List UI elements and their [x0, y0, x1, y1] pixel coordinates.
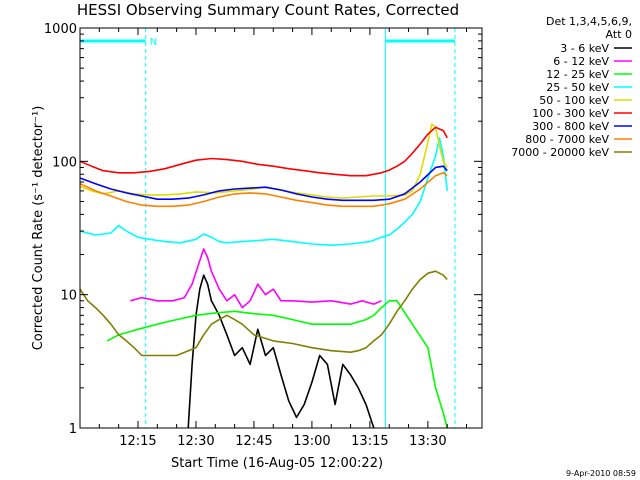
series-line-2	[106, 300, 448, 429]
x-tick-label: 13:00	[293, 434, 330, 449]
x-tick-label: 12:45	[235, 434, 272, 449]
x-tick-label: 13:15	[351, 434, 388, 449]
x-tick-label: 12:30	[177, 434, 214, 449]
series-line-5	[79, 126, 448, 177]
legend-label-5: 100 - 300 keV	[532, 107, 609, 120]
series-layer	[79, 123, 448, 429]
series-line-8	[79, 270, 448, 357]
night-label: N	[150, 37, 157, 48]
legend-header-line-1: Det 1,3,4,5,6,9,	[546, 15, 632, 28]
y-tick-label: 1	[69, 422, 77, 437]
legend-label-2: 12 - 25 keV	[546, 68, 609, 81]
y-axis-label: Corrected Count Rate (s⁻¹ detector⁻¹)	[31, 106, 46, 351]
legend-label-4: 50 - 100 keV	[539, 94, 609, 107]
legend-header-line-2: Att 0	[606, 28, 632, 41]
x-axis-ticks: 12:15 12:30 12:45 13:00 13:15 13:30	[79, 28, 468, 449]
legend-label-8: 7000 - 20000 keV	[511, 146, 609, 159]
series-line-7	[79, 172, 448, 208]
legend-label-7: 800 - 7000 keV	[525, 133, 609, 146]
y-tick-label: 10	[60, 289, 77, 304]
y-tick-label: 1000	[44, 22, 77, 37]
legend-label-3: 25 - 50 keV	[546, 81, 609, 94]
x-tick-label: 12:15	[119, 434, 156, 449]
legend-label-0: 3 - 6 keV	[560, 42, 609, 55]
x-axis-label: Start Time (16-Aug-05 12:00:22)	[171, 456, 383, 471]
chart-title: HESSI Observing Summary Count Rates, Cor…	[77, 1, 459, 19]
y-tick-label: 100	[52, 155, 77, 170]
footer-timestamp: 9-Apr-2010 08:59	[566, 469, 636, 478]
series-line-1	[130, 248, 382, 309]
x-tick-label: 13:30	[409, 434, 446, 449]
series-line-6	[79, 165, 448, 202]
series-line-3	[79, 137, 448, 246]
series-line-4	[79, 123, 448, 199]
series-line-0	[187, 274, 375, 429]
y-axis-ticks: 1 10 100 1000	[44, 22, 482, 437]
legend-label-1: 6 - 12 keV	[553, 55, 609, 68]
plot-frame	[79, 27, 483, 429]
legend-label-6: 300 - 800 keV	[532, 120, 609, 133]
